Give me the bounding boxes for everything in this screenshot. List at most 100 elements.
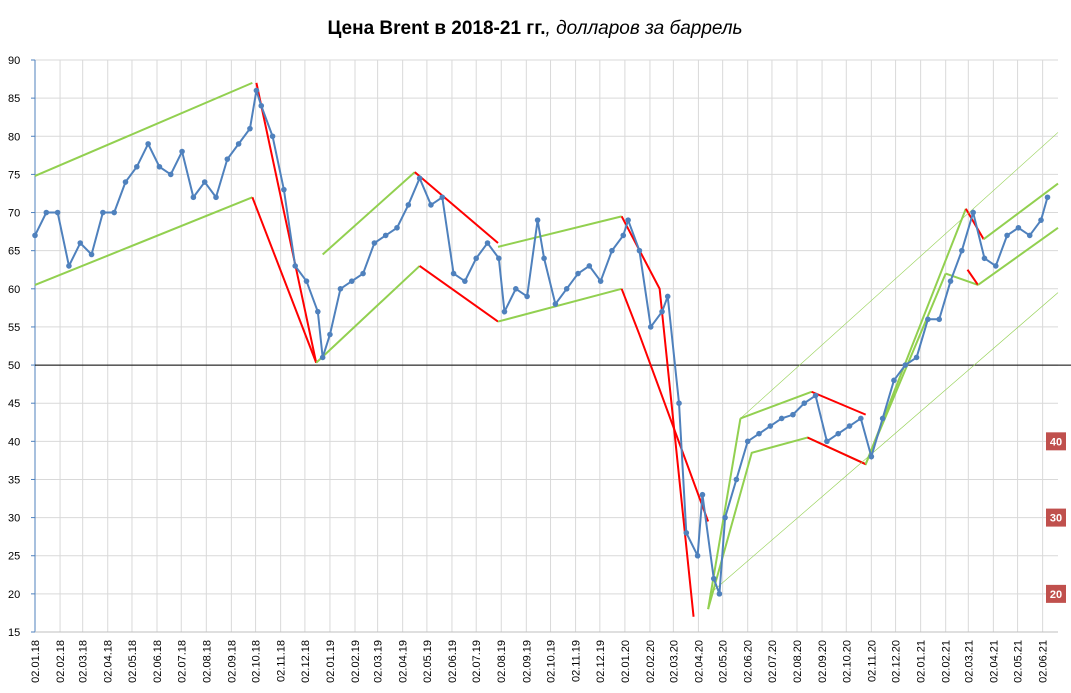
trend-line <box>34 196 253 286</box>
price-point <box>710 575 717 582</box>
price-point <box>835 430 842 437</box>
price-point <box>156 163 163 170</box>
price-point <box>824 438 830 445</box>
y-tick-label: 60 <box>8 284 20 296</box>
price-point <box>450 270 457 277</box>
trend-line <box>966 269 979 286</box>
title-main: Цена Brent в 2018-21 гг. <box>327 18 545 39</box>
price-point <box>1044 194 1051 201</box>
trend-line <box>414 171 499 244</box>
x-tick-label: 02.04.20 <box>693 640 705 683</box>
x-tick-label: 02.09.20 <box>817 640 829 683</box>
price-point <box>902 362 909 368</box>
price-point <box>586 263 593 269</box>
y-tick-label: 70 <box>8 208 20 220</box>
price-point <box>744 438 751 445</box>
price-point <box>733 476 740 483</box>
price-point <box>925 316 931 323</box>
price-point <box>858 415 864 422</box>
x-tick-label: 02.05.19 <box>422 640 434 683</box>
price-point <box>122 179 129 185</box>
price-point <box>563 286 570 292</box>
price-point <box>77 240 84 246</box>
price-point <box>664 293 671 300</box>
level-label-box <box>1046 508 1066 527</box>
y-tick-label: 80 <box>8 131 20 143</box>
level-label: 40 <box>1050 436 1062 448</box>
y-tick-label: 75 <box>8 169 20 181</box>
price-point <box>348 278 355 284</box>
price-point <box>43 209 50 216</box>
price-point <box>790 411 796 418</box>
x-tick-label: 02.08.20 <box>792 640 804 683</box>
x-tick-label: 02.01.20 <box>620 640 632 683</box>
price-point <box>552 301 559 307</box>
price-point <box>360 270 366 277</box>
x-tick-label: 02.07.18 <box>176 640 188 683</box>
price-point <box>524 293 530 300</box>
x-tick-label: 02.09.19 <box>521 640 533 683</box>
price-point <box>1004 232 1010 239</box>
price-point <box>428 202 434 208</box>
y-tick-label: 20 <box>8 589 20 601</box>
y-tick-label: 50 <box>8 360 20 372</box>
x-tick-label: 02.06.21 <box>1038 640 1050 683</box>
x-tick-label: 02.01.18 <box>30 640 42 683</box>
x-tick-label: 02.08.19 <box>496 640 508 683</box>
trend-line <box>977 226 1059 286</box>
x-tick-label: 02.11.20 <box>866 640 878 682</box>
x-tick-label: 02.03.18 <box>78 640 90 683</box>
x-tick-label: 02.12.20 <box>891 640 903 683</box>
price-point <box>716 591 723 597</box>
x-tick-label: 02.03.20 <box>668 640 680 683</box>
level-label: 20 <box>1050 589 1062 601</box>
y-tick-label: 45 <box>8 398 20 410</box>
price-point <box>992 263 999 269</box>
x-tick-label: 02.03.21 <box>963 640 975 683</box>
price-point <box>534 217 541 223</box>
trend-line <box>983 182 1059 241</box>
trend-line <box>707 273 947 610</box>
price-point <box>473 255 479 262</box>
x-tick-label: 02.10.18 <box>251 640 263 683</box>
price-point <box>947 278 954 284</box>
price-point <box>439 194 446 201</box>
price-point <box>647 324 654 330</box>
y-tick-label: 30 <box>8 513 20 525</box>
y-tick-label: 65 <box>8 246 20 258</box>
price-point <box>292 263 298 269</box>
chart-title: Цена Brent в 2018-21 гг., долларов за ба… <box>327 18 742 39</box>
trend-line <box>255 82 318 363</box>
x-tick-label: 02.03.19 <box>373 640 385 683</box>
level-label: 30 <box>1050 513 1062 525</box>
x-tick-label: 02.01.21 <box>916 640 928 683</box>
x-tick-label: 02.12.18 <box>300 640 312 683</box>
price-point <box>767 423 774 429</box>
x-tick-label: 02.02.18 <box>55 640 67 683</box>
price-point <box>258 102 265 109</box>
price-point <box>88 251 95 258</box>
price-point <box>913 354 920 361</box>
price-point <box>756 430 762 437</box>
price-point <box>541 255 547 262</box>
price-point <box>868 453 875 460</box>
trend-line <box>620 215 695 617</box>
level-label-box <box>1046 432 1066 451</box>
y-tick-label: 40 <box>8 436 20 448</box>
price-point <box>575 270 581 277</box>
x-tick-label: 02.05.20 <box>718 640 730 683</box>
price-point <box>145 141 151 147</box>
price-point <box>462 278 468 284</box>
price-point <box>405 202 412 208</box>
x-tick-label: 02.05.21 <box>1013 640 1025 683</box>
level-label-box <box>1046 584 1066 603</box>
price-point <box>722 514 728 521</box>
trend-line <box>322 171 416 256</box>
trend-line <box>251 196 318 364</box>
price-point <box>970 209 976 216</box>
y-tick-label: 55 <box>8 322 20 334</box>
price-point <box>609 247 615 254</box>
price-point <box>683 530 690 536</box>
price-point <box>676 400 682 407</box>
price-point <box>778 415 785 422</box>
